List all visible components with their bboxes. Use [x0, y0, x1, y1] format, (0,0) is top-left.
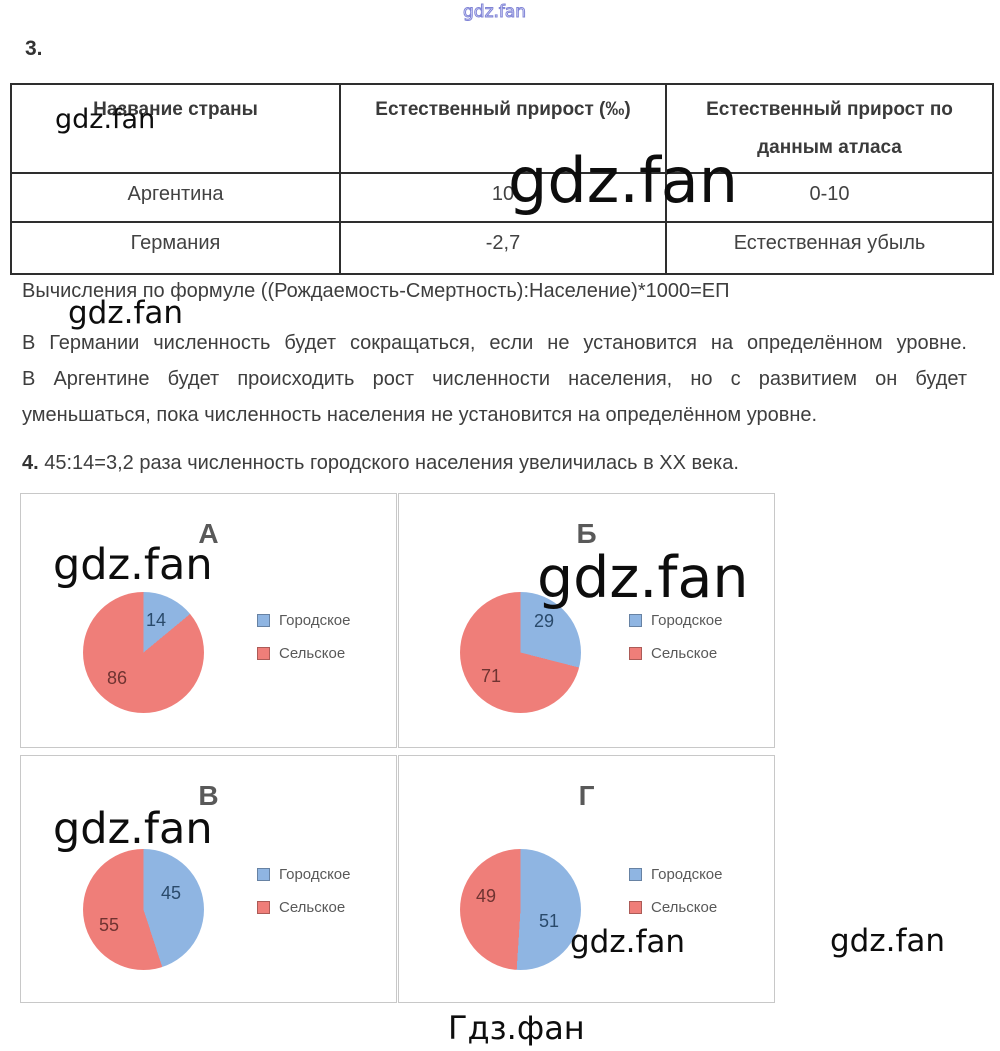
legend-item-rural: Сельское — [629, 897, 722, 917]
table-row-germany: Германия -2,7 Естественная убыль — [10, 221, 994, 275]
cell-country: Аргентина — [10, 172, 341, 223]
watermark-top: gdz.fan — [462, 2, 527, 22]
formula-line: Вычисления по формуле ((Рождаемость-Смер… — [22, 280, 730, 302]
legend-swatch-urban — [629, 613, 642, 627]
chart-legend: Городское Сельское — [629, 610, 722, 676]
legend-label-urban: Городское — [279, 865, 351, 883]
header-atlas-growth: Естественный прирост по данным атласа — [665, 83, 994, 174]
legend-item-urban: Городское — [257, 610, 350, 630]
legend-swatch-rural — [257, 900, 270, 914]
cell-growth: 10 — [339, 172, 667, 223]
section-3-label: 3. — [25, 37, 43, 60]
legend-label-rural: Сельское — [279, 644, 346, 662]
pie-value-urban: 51 — [539, 911, 560, 931]
pie-value-urban: 14 — [146, 610, 167, 630]
pie-value-rural: 71 — [481, 666, 502, 686]
chart-title-g: Г — [578, 780, 595, 811]
chart-title-a: А — [198, 518, 219, 549]
header-country: Название страны — [10, 83, 341, 174]
section-4-text: 45:14=3,2 раза численность городского на… — [44, 452, 739, 474]
legend-label-rural: Сельское — [651, 898, 718, 916]
section-4-label: 4. — [22, 452, 39, 474]
chart-panel-g: Г 51 49 Городское Сельское — [398, 755, 775, 1003]
legend-label-urban: Городское — [279, 611, 351, 629]
chart-title-v: В — [198, 780, 219, 811]
legend-swatch-rural — [629, 900, 642, 914]
watermark-bottom-right: gdz.fan — [830, 923, 946, 959]
chart-legend: Городское Сельское — [257, 610, 350, 676]
chart-legend: Городское Сельское — [257, 864, 350, 930]
legend-swatch-urban — [257, 867, 270, 881]
chart-title-b: Б — [576, 518, 597, 549]
legend-label-rural: Сельское — [279, 898, 346, 916]
chart-panel-a: А gdz.fan 14 86 Городское Сельское — [20, 493, 397, 748]
watermark-formula: gdz.fan — [68, 295, 184, 331]
chart-legend: Городское Сельское — [629, 864, 722, 930]
pie-chart-a — [83, 592, 204, 713]
legend-item-rural: Сельское — [257, 897, 350, 917]
watermark-footer: Гдз.фан — [448, 1009, 585, 1047]
cell-atlas: 0-10 — [665, 172, 994, 223]
legend-swatch-urban — [629, 867, 642, 881]
cell-growth: -2,7 — [339, 221, 667, 275]
legend-item-urban: Городское — [629, 864, 722, 884]
table-row-argentina: Аргентина 10 0-10 — [10, 172, 994, 223]
growth-table: Название страны Естественный прирост (‰)… — [10, 83, 994, 275]
pie-value-rural: 55 — [99, 915, 120, 935]
watermark-chart-v: gdz.fan — [53, 804, 213, 854]
watermark-chart-a: gdz.fan — [53, 540, 213, 590]
header-natural-growth: Естественный прирост (‰) — [339, 83, 667, 174]
watermark-table-cell: gdz.fan — [55, 104, 156, 135]
legend-label-rural: Сельское — [651, 644, 718, 662]
legend-item-urban: Городское — [629, 610, 722, 630]
pie-value-urban: 45 — [161, 883, 182, 903]
pie-chart-v — [83, 849, 204, 970]
table-header-row: Название страны Естественный прирост (‰)… — [10, 83, 994, 174]
cell-atlas: Естественная убыль — [665, 221, 994, 275]
legend-label-urban: Городское — [651, 865, 723, 883]
pie-chart-b — [460, 592, 581, 713]
legend-item-rural: Сельское — [629, 643, 722, 663]
pie-value-urban: 29 — [534, 611, 555, 631]
watermark-chart-b: gdz.fan — [537, 545, 749, 611]
legend-label-urban: Городское — [651, 611, 723, 629]
legend-item-urban: Городское — [257, 864, 350, 884]
legend-swatch-rural — [257, 646, 270, 660]
pie-value-rural: 86 — [107, 668, 128, 688]
legend-item-rural: Сельское — [257, 643, 350, 663]
chart-panel-v: В gdz.fan 45 55 Городское Сельское — [20, 755, 397, 1003]
legend-swatch-rural — [629, 646, 642, 660]
section-4: 4. 45:14=3,2 раза численность городского… — [22, 450, 739, 476]
chart-panel-b: Б gdz.fan 29 71 Городское Сельское — [398, 493, 775, 748]
paragraph-germany: В Германии численность будет сокращаться… — [22, 332, 967, 354]
cell-country: Германия — [10, 221, 341, 275]
legend-swatch-urban — [257, 613, 270, 627]
pie-chart-g — [460, 849, 581, 970]
paragraph-argentina-line1: В Аргентине будет происходить рост числе… — [22, 368, 967, 390]
watermark-table-center: gdz.fan — [508, 144, 739, 217]
paragraph-argentina-line2: уменьшаться, пока численность населения … — [22, 404, 818, 426]
pie-value-rural: 49 — [476, 886, 497, 906]
watermark-chart-g: gdz.fan — [570, 924, 686, 960]
